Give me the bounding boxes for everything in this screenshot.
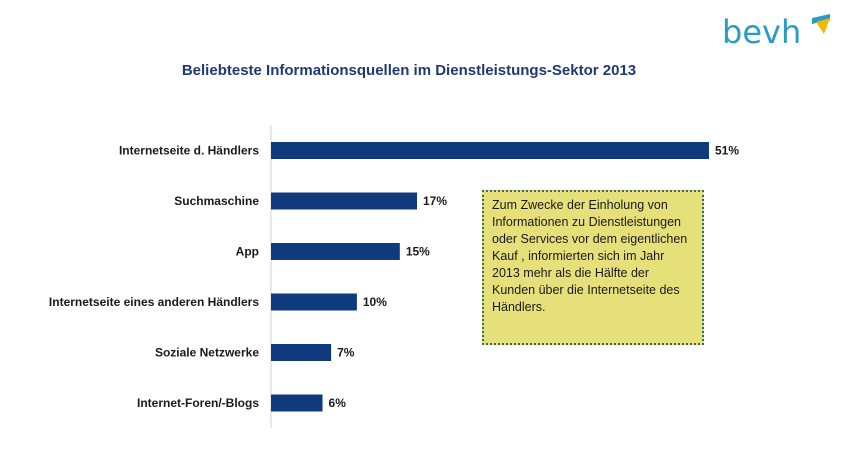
bar-3 — [271, 293, 357, 311]
bar-2 — [271, 243, 400, 260]
value-label-3: 10% — [363, 295, 387, 309]
category-label-3: Internetseite eines anderen Händlers — [49, 295, 259, 309]
value-label-0: 51% — [715, 144, 739, 158]
category-label-1: Suchmaschine — [174, 194, 259, 208]
annotation-box: Zum Zwecke der Einholung von Information… — [482, 190, 704, 345]
value-label-1: 17% — [423, 194, 447, 208]
logo-text: bevh — [722, 13, 802, 51]
value-label-5: 6% — [329, 396, 347, 410]
value-label-2: 15% — [406, 245, 430, 259]
category-label-0: Internetseite d. Händlers — [119, 144, 259, 158]
bar-5 — [271, 394, 323, 412]
bevh-logo: bevh — [722, 12, 842, 52]
category-label-4: Soziale Netzwerke — [155, 346, 259, 360]
logo-mark-icon — [812, 14, 830, 34]
chart-title: Beliebteste Informationsquellen im Diens… — [181, 62, 637, 79]
value-label-4: 7% — [337, 346, 355, 360]
category-label-2: App — [236, 245, 259, 259]
bar-0 — [271, 142, 709, 159]
bar-4 — [271, 344, 332, 361]
category-label-5: Internet-Foren/-Blogs — [137, 396, 259, 410]
bar-1 — [271, 192, 417, 210]
